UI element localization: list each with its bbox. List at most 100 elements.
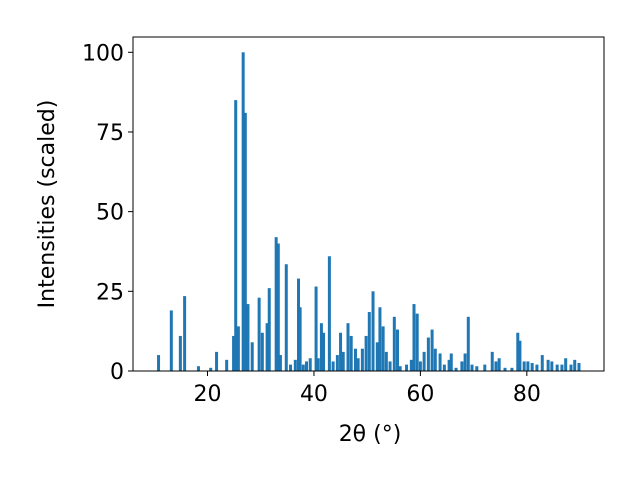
y-tick-label: 100 [82, 41, 124, 66]
bar [364, 335, 368, 371]
bar [278, 355, 282, 371]
bar [460, 361, 464, 371]
bar [426, 337, 430, 371]
bar [316, 358, 320, 371]
x-tick-label: 60 [406, 382, 434, 407]
bar [265, 323, 269, 371]
bar [573, 359, 577, 371]
bar [183, 296, 187, 371]
bar [335, 355, 339, 371]
bar [304, 361, 308, 371]
bar [308, 358, 312, 371]
bar [454, 367, 458, 371]
bar [349, 335, 353, 371]
bar [494, 361, 498, 371]
bar [412, 304, 416, 371]
bar [405, 364, 409, 371]
bar [157, 355, 161, 371]
bar [555, 364, 559, 371]
bar [422, 351, 426, 371]
x-tick-label: 80 [513, 382, 541, 407]
bar [577, 363, 581, 371]
bar [339, 332, 343, 371]
bar [415, 313, 419, 371]
x-tick-label: 20 [194, 382, 222, 407]
bar [234, 100, 238, 371]
x-axis-label: 2θ (°) [339, 422, 402, 447]
bar [540, 355, 544, 371]
bar [490, 351, 494, 371]
y-axis-label: Intensities (scaled) [35, 100, 60, 309]
bar [232, 335, 236, 371]
bar [215, 351, 219, 371]
bar [241, 52, 245, 372]
bar [196, 366, 200, 371]
bar [209, 367, 213, 371]
bar [526, 361, 530, 371]
bar [430, 329, 434, 371]
bar [447, 359, 451, 371]
bar [550, 361, 554, 371]
y-tick-label: 50 [96, 201, 124, 226]
y-tick-label: 75 [96, 121, 124, 146]
bar [356, 358, 360, 371]
bar [250, 342, 254, 371]
bar [409, 359, 413, 371]
bar [353, 348, 357, 371]
bar [169, 310, 173, 371]
bar [378, 307, 382, 371]
bar [384, 351, 388, 371]
bar [497, 358, 501, 371]
bar [546, 359, 550, 371]
bar [483, 364, 487, 371]
bar [327, 256, 331, 371]
bar [274, 237, 278, 371]
bar [236, 326, 240, 371]
bar [398, 366, 402, 371]
bar [225, 359, 229, 371]
bar [522, 361, 526, 371]
bar [503, 367, 507, 371]
bar [298, 307, 302, 371]
bar [510, 367, 514, 371]
bar [260, 332, 264, 371]
x-tick-label: 40 [300, 382, 328, 407]
bar [289, 364, 293, 371]
bar [433, 348, 437, 371]
y-tick-label: 0 [110, 360, 124, 385]
bar [293, 359, 297, 371]
bar [178, 335, 182, 371]
bar [301, 364, 305, 371]
bar [371, 291, 375, 371]
bar [569, 364, 573, 371]
bar [449, 353, 453, 371]
bar [396, 329, 400, 371]
bar [331, 361, 335, 371]
bar [530, 363, 534, 371]
bar [470, 364, 474, 371]
bar [463, 353, 467, 371]
bar [257, 297, 261, 371]
bar [388, 361, 392, 371]
bar [243, 112, 247, 372]
bar [564, 358, 568, 371]
bar [346, 323, 350, 371]
bar [276, 243, 280, 371]
bar [297, 278, 301, 371]
bar [341, 351, 345, 371]
bar [392, 316, 396, 371]
bar [466, 316, 470, 371]
bar [518, 340, 522, 371]
bar [516, 332, 520, 371]
bar [560, 364, 564, 371]
bar [284, 264, 288, 371]
y-tick-label: 25 [96, 280, 124, 305]
plot-frame [132, 36, 605, 372]
bar [314, 286, 318, 371]
bar [322, 332, 326, 371]
bar [246, 304, 250, 371]
bar [375, 342, 379, 371]
bar [475, 366, 479, 371]
bar [418, 361, 422, 371]
